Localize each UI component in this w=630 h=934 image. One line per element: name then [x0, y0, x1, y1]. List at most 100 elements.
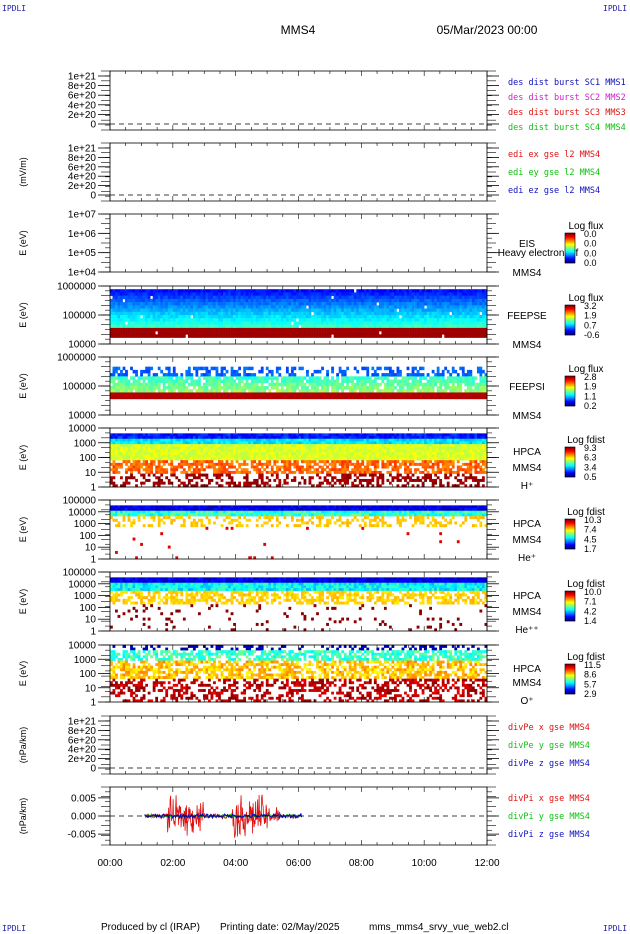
heatmap-cell [182, 295, 186, 300]
heatmap-cell [145, 334, 148, 338]
heatmap-cell [145, 462, 148, 466]
heatmap-cell [122, 311, 126, 316]
heatmap-cell [208, 327, 211, 332]
heatmap-cell [175, 308, 179, 313]
heatmap-cell [426, 327, 430, 332]
heatmap-cell [135, 315, 138, 319]
heatmap-cell [202, 315, 206, 319]
heatmap-cell [187, 389, 191, 393]
heatmap-cell [210, 454, 214, 458]
heatmap-cell [479, 373, 483, 377]
heatmap-cell [394, 373, 397, 377]
heatmap-cell [150, 386, 154, 390]
heatmap-cell [180, 321, 184, 325]
heatmap-cell [142, 481, 146, 485]
heatmap-cell [233, 321, 236, 325]
heatmap-cell [253, 446, 257, 450]
heatmap-cell [137, 382, 141, 387]
heatmap-cell [255, 452, 259, 456]
heatmap-cell [419, 395, 422, 400]
heatmap-cell [167, 454, 171, 458]
heatmap-cell [394, 292, 397, 296]
heatmap-cell [348, 321, 352, 325]
heatmap-cell [441, 318, 445, 322]
heatmap-cell [469, 369, 473, 374]
heatmap-cell [190, 452, 194, 456]
heatmap-cell [346, 379, 350, 384]
heatmap-cell [142, 460, 146, 464]
heatmap-cell [341, 369, 345, 374]
heatmap-cell [182, 438, 186, 442]
heatmap-cell [208, 298, 211, 303]
heatmap-cell [255, 382, 259, 387]
heatmap-cell [409, 331, 412, 335]
heatmap-cell [152, 324, 156, 329]
heatmap-cell [275, 389, 279, 393]
heatmap-cell [295, 392, 299, 396]
heatmap-cell [142, 446, 146, 450]
heatmap-cell [197, 327, 201, 332]
heatmap-cell [192, 366, 196, 371]
heatmap-cell [431, 302, 435, 306]
heatmap-cell [140, 441, 143, 445]
heatmap-cell [351, 318, 355, 322]
colorbar-tick-label: 1.9 [584, 382, 597, 392]
y-tick-label: 2e+20 [68, 181, 97, 192]
heatmap-cell [386, 295, 390, 300]
heatmap-cell [358, 315, 362, 319]
heatmap-cell [182, 444, 186, 448]
heatmap-cell [363, 289, 367, 293]
heatmap-cell [157, 441, 161, 445]
heatmap-cell [220, 327, 224, 332]
heatmap-cell [439, 302, 443, 306]
heatmap-cell [295, 292, 299, 296]
heatmap-cell [155, 465, 159, 469]
heatmap-cell [326, 302, 329, 306]
heatmap-cell [283, 327, 287, 332]
heatmap-cell [152, 379, 156, 384]
heatmap-cell [152, 295, 156, 300]
heatmap-cell [373, 305, 377, 309]
heatmap-cell [110, 449, 113, 453]
heatmap-cell [363, 392, 367, 396]
heatmap-cell [152, 449, 156, 453]
heatmap-cell [295, 379, 299, 384]
heatmap-cell [130, 392, 133, 396]
heatmap-cell [132, 454, 136, 458]
heatmap-cell [378, 302, 382, 306]
heatmap-cell [187, 473, 191, 477]
heatmap-cell [321, 395, 324, 400]
heatmap-cell [142, 392, 146, 396]
heatmap-cell [205, 318, 209, 322]
heatmap-cell [220, 473, 224, 477]
heatmap-cell [306, 308, 309, 313]
heatmap-cell [439, 292, 443, 296]
colorbar-segment [565, 397, 575, 399]
heatmap-cell [388, 295, 392, 300]
colorbar-segment [565, 257, 575, 259]
heatmap-cell [233, 311, 236, 316]
heatmap-cell [162, 452, 166, 456]
heatmap-cell [248, 373, 252, 377]
heatmap-cell [275, 311, 279, 316]
heatmap-cell [180, 444, 184, 448]
heatmap-cell [386, 366, 390, 371]
heatmap-cell [394, 308, 397, 313]
heatmap-cell [426, 395, 430, 400]
heatmap-cell [263, 462, 267, 466]
heatmap-cell [268, 311, 272, 316]
heatmap-cell [132, 457, 136, 461]
heatmap-cell [268, 454, 272, 458]
heatmap-cell [323, 386, 327, 390]
heatmap-cell [185, 454, 189, 458]
heatmap-cell [260, 298, 264, 303]
heatmap-cell [366, 389, 370, 393]
heatmap-cell [361, 305, 365, 309]
heatmap-cell [110, 478, 113, 482]
heatmap-cell [213, 436, 216, 440]
heatmap-cell [210, 289, 214, 293]
heatmap-cell [313, 379, 317, 384]
heatmap-cell [381, 289, 385, 293]
heatmap-cell [341, 327, 345, 332]
